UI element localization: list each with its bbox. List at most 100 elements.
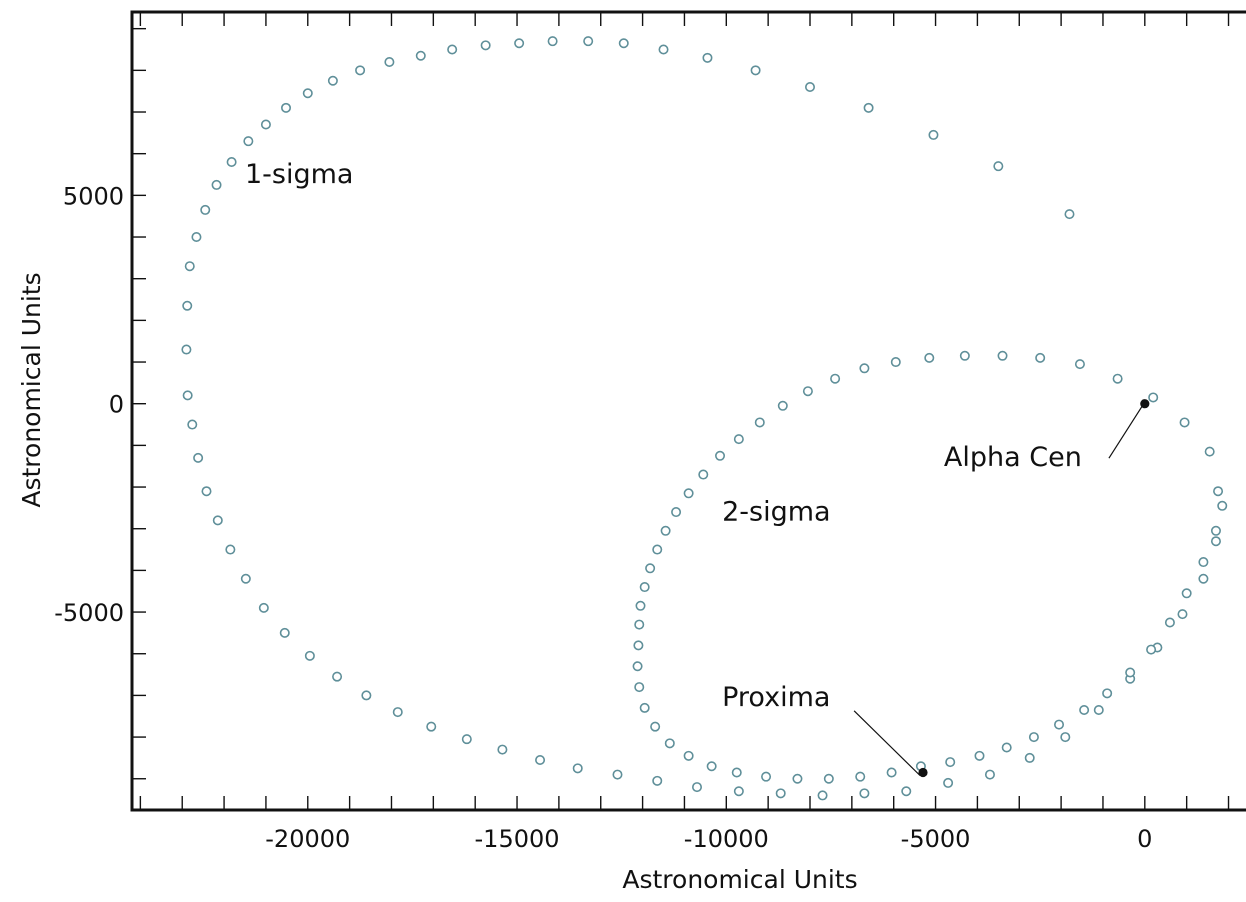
- data-point: [945, 757, 956, 768]
- data-point: [182, 390, 193, 401]
- data-point: [632, 661, 643, 672]
- data-point: [1146, 644, 1157, 655]
- data-point: [535, 754, 546, 765]
- data-point: [645, 563, 656, 574]
- data-point: [480, 40, 491, 51]
- data-point: [514, 38, 525, 49]
- data-point: [890, 357, 901, 368]
- data-point: [683, 750, 694, 761]
- data-point: [583, 36, 594, 47]
- data-points: [181, 36, 1228, 801]
- data-point: [1179, 417, 1190, 428]
- data-point: [652, 775, 663, 786]
- data-point: [634, 682, 645, 693]
- data-point: [859, 363, 870, 374]
- data-point: [260, 119, 271, 130]
- data-point: [201, 486, 212, 497]
- data-point: [1060, 732, 1071, 743]
- tick-labels: -20000 -15000 -10000 -5000 0 -5000 0 5000: [54, 182, 1152, 853]
- data-point: [1079, 704, 1090, 715]
- data-point: [1028, 732, 1039, 743]
- data-point: [1074, 359, 1085, 370]
- data-point: [392, 707, 403, 718]
- data-point: [863, 102, 874, 113]
- data-point: [698, 469, 709, 480]
- data-point: [447, 44, 458, 55]
- leader-line: [853, 710, 921, 776]
- data-point: [281, 102, 292, 113]
- data-point: [212, 515, 223, 526]
- star-marker: [1140, 399, 1150, 409]
- data-point: [191, 232, 202, 243]
- data-point: [461, 734, 472, 745]
- data-point: [1093, 704, 1104, 715]
- data-point: [182, 300, 193, 311]
- data-point: [327, 75, 338, 86]
- data-point: [660, 525, 671, 536]
- x-tick-label: -10000: [684, 825, 769, 853]
- data-point: [612, 769, 623, 780]
- data-point: [702, 52, 713, 63]
- x-tick-label: -5000: [901, 825, 971, 853]
- data-point: [855, 771, 866, 782]
- data-point: [226, 157, 237, 168]
- data-point: [817, 790, 828, 801]
- data-point: [547, 36, 558, 47]
- data-point: [332, 671, 343, 682]
- data-point: [193, 452, 204, 463]
- data-point: [304, 650, 315, 661]
- data-point: [225, 544, 236, 555]
- data-point: [804, 82, 815, 93]
- series-label: 2-sigma: [722, 496, 830, 527]
- data-point: [652, 544, 663, 555]
- data-point: [754, 417, 765, 428]
- data-point: [1112, 373, 1123, 384]
- data-point: [1198, 557, 1209, 568]
- data-point: [792, 773, 803, 784]
- x-tick-label: -20000: [265, 825, 350, 853]
- data-point: [240, 573, 251, 584]
- data-point: [859, 788, 870, 799]
- data-point: [658, 44, 669, 55]
- data-point: [984, 769, 995, 780]
- data-point: [1024, 752, 1035, 763]
- x-tick-label: -15000: [475, 825, 560, 853]
- data-point: [211, 179, 222, 190]
- data-point: [775, 788, 786, 799]
- data-point: [426, 721, 437, 732]
- annotations: 1-sigma 2-sigma Alpha Cen Proxima: [245, 159, 1150, 778]
- data-point: [384, 57, 395, 68]
- data-point: [184, 261, 195, 272]
- data-point: [639, 582, 650, 593]
- data-point: [1213, 486, 1224, 497]
- data-point: [635, 600, 646, 611]
- leader-line: [1108, 406, 1143, 459]
- data-point: [959, 350, 970, 361]
- data-point: [924, 352, 935, 363]
- data-point: [415, 50, 426, 61]
- x-tick-label: 0: [1137, 825, 1152, 853]
- data-point: [802, 386, 813, 397]
- data-point: [1125, 667, 1136, 678]
- series-label: 1-sigma: [245, 159, 353, 190]
- data-point: [1210, 536, 1221, 547]
- data-point: [1204, 446, 1215, 457]
- data-point: [823, 773, 834, 784]
- star-label: Alpha Cen: [944, 442, 1082, 473]
- data-point: [664, 738, 675, 749]
- x-axis-title: Astronomical Units: [622, 865, 857, 894]
- data-point: [279, 627, 290, 638]
- data-point: [618, 38, 629, 49]
- data-point: [1001, 742, 1012, 753]
- data-point: [1054, 719, 1065, 730]
- data-point: [1181, 588, 1192, 599]
- data-point: [355, 65, 366, 76]
- data-point: [683, 488, 694, 499]
- data-point: [639, 702, 650, 713]
- data-point: [830, 373, 841, 384]
- data-point: [750, 65, 761, 76]
- data-point: [1102, 688, 1113, 699]
- y-tick-label: -5000: [54, 599, 124, 627]
- data-point: [181, 344, 192, 355]
